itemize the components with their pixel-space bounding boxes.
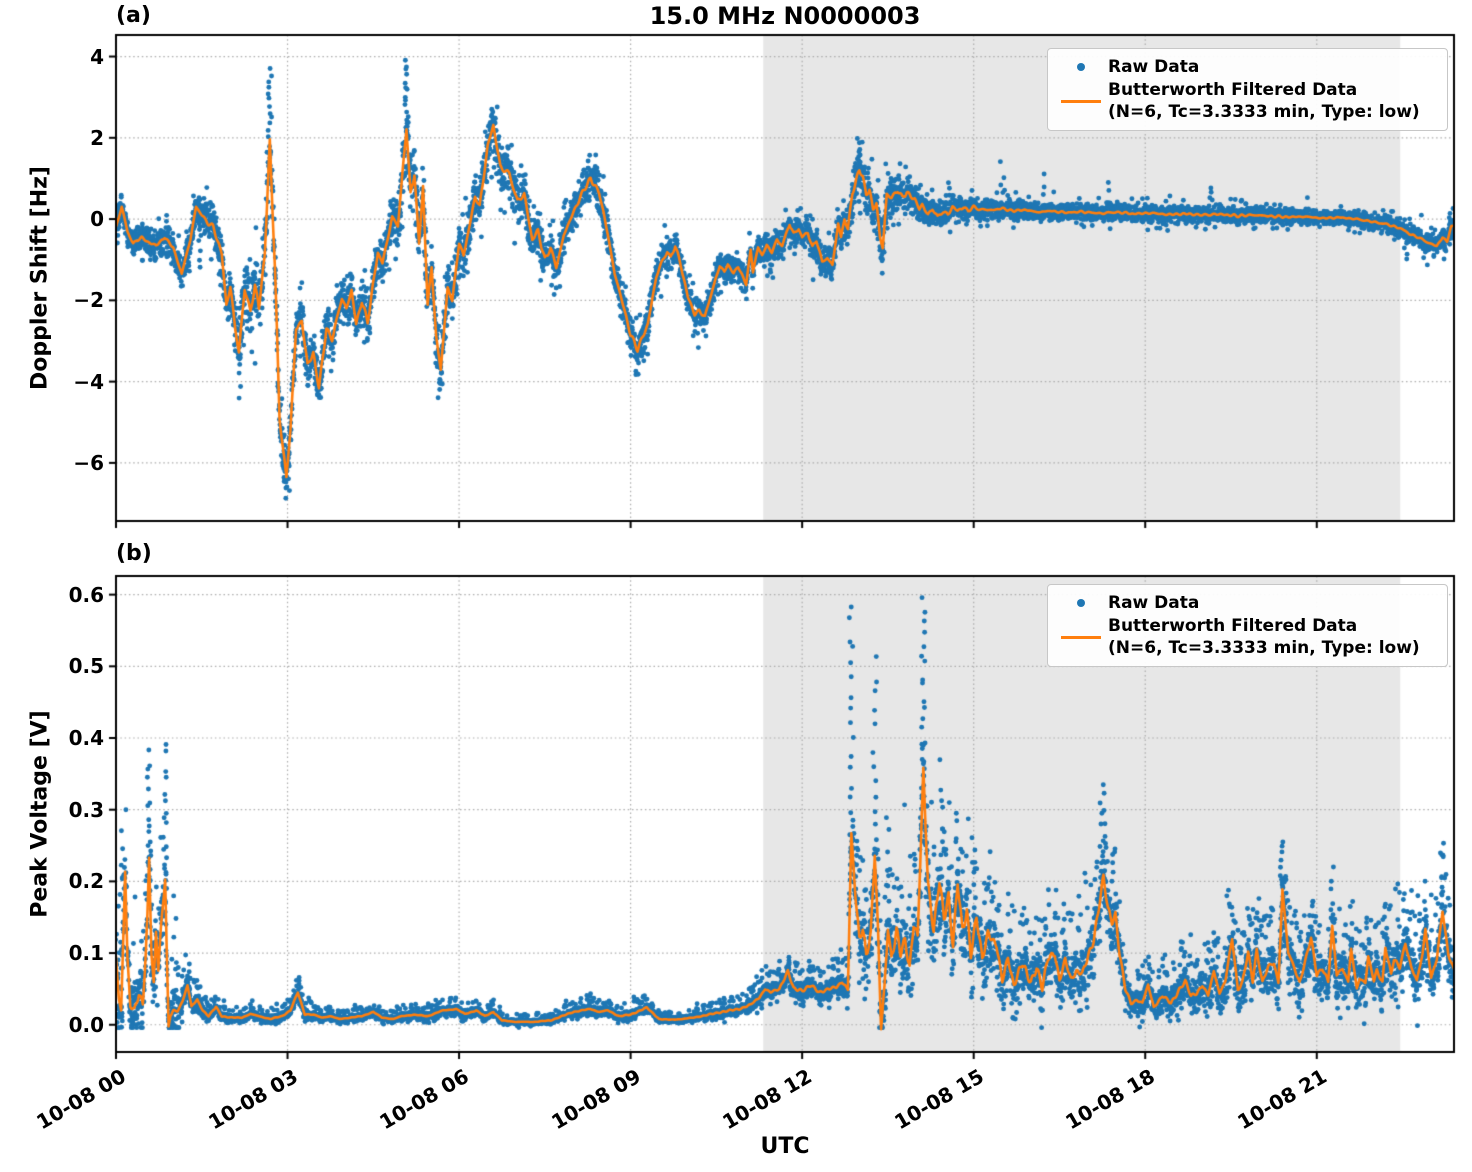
- panel-b-label: (b): [116, 541, 152, 566]
- ytick-label: 0.0: [68, 1012, 104, 1037]
- ytick-label: 0: [90, 207, 104, 232]
- legend-filtered-label: Butterworth Filtered Data (N=6, Tc=3.333…: [1108, 615, 1420, 659]
- filtered-data-marker-icon: [1054, 615, 1108, 659]
- ytick-label: 0.5: [68, 654, 104, 679]
- figure-title: 15.0 MHz N0000003: [649, 2, 921, 30]
- ytick-label: 4: [90, 44, 104, 69]
- filtered-data-marker-icon: [1054, 79, 1108, 123]
- panel-a-label: (a): [116, 3, 151, 28]
- ytick-label: 0.2: [68, 869, 104, 894]
- ytick-label: −6: [73, 450, 104, 475]
- panel-a-ylabel-text: Doppler Shift [Hz]: [27, 166, 53, 390]
- legend-raw-label: Raw Data: [1108, 593, 1200, 613]
- legend-row-filtered: Butterworth Filtered Data (N=6, Tc=3.333…: [1054, 615, 1439, 659]
- ytick-label: 0.1: [68, 941, 104, 966]
- legend-panel-a: Raw Data Butterworth Filtered Data (N=6,…: [1047, 48, 1448, 131]
- legend-filtered-label-line1: Butterworth Filtered Data: [1108, 80, 1358, 100]
- legend-row-filtered: Butterworth Filtered Data (N=6, Tc=3.333…: [1054, 79, 1439, 123]
- legend-raw-label: Raw Data: [1108, 57, 1200, 77]
- legend-filtered-label-line2: (N=6, Tc=3.3333 min, Type: low): [1108, 638, 1420, 658]
- legend-row-raw: Raw Data: [1054, 592, 1439, 614]
- raw-data-marker-icon: [1054, 592, 1108, 614]
- legend-filtered-label: Butterworth Filtered Data (N=6, Tc=3.333…: [1108, 79, 1420, 123]
- legend-filtered-label-line1: Butterworth Filtered Data: [1108, 616, 1358, 636]
- legend-row-raw: Raw Data: [1054, 56, 1439, 78]
- legend-panel-b: Raw Data Butterworth Filtered Data (N=6,…: [1047, 584, 1448, 667]
- ytick-label: −4: [73, 369, 104, 394]
- legend-filtered-label-line2: (N=6, Tc=3.3333 min, Type: low): [1108, 102, 1420, 122]
- ytick-label: 0.4: [68, 726, 104, 750]
- raw-data-marker-icon: [1054, 56, 1108, 78]
- ytick-label: 0.3: [68, 797, 104, 822]
- ytick-label: 2: [90, 125, 104, 150]
- ytick-label: 0.6: [68, 582, 104, 607]
- x-axis-label: UTC: [760, 1134, 810, 1159]
- ytick-label: −2: [73, 288, 104, 313]
